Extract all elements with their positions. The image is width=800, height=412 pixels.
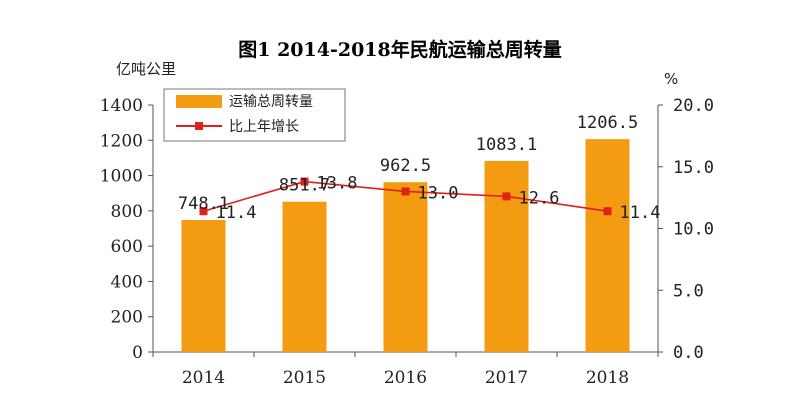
growth-value-label: 11.4: [620, 203, 661, 223]
legend-line-marker: [195, 122, 203, 130]
growth-value-label: 13.8: [317, 174, 358, 194]
right-tick-label: 0.0: [673, 343, 704, 363]
growth-point: [502, 192, 511, 201]
bar-value-label: 962.5: [380, 156, 431, 176]
right-tick-label: 15.0: [673, 158, 714, 178]
bar: [181, 220, 226, 352]
left-axis-ticks: 0 200 400 600 800 1000 1200 1400: [100, 96, 153, 363]
legend-line-label: 比上年增长: [229, 119, 299, 135]
bar: [383, 182, 428, 352]
growth-value-label: 13.0: [418, 183, 459, 203]
left-tick-label: 0: [132, 343, 143, 363]
left-tick-label: 800: [111, 202, 143, 222]
line-value-labels: 11.4 13.8 13.0 12.6 11.4: [216, 174, 661, 224]
left-tick-label: 1200: [100, 131, 143, 151]
chart-title: 图1 2014-2018年民航运输总周转量: [238, 38, 561, 61]
left-tick-label: 600: [111, 237, 143, 257]
bar-value-label: 1206.5: [577, 113, 638, 133]
growth-point: [199, 207, 208, 216]
left-tick-label: 1400: [100, 96, 143, 116]
growth-point: [401, 187, 410, 196]
legend-bar-swatch: [176, 95, 222, 108]
right-axis-unit: %: [664, 70, 678, 88]
bar-value-label: 851.7: [279, 176, 330, 196]
right-tick-label: 5.0: [673, 281, 704, 301]
left-tick-label: 200: [111, 308, 143, 328]
bar-value-labels: 748.1 851.7 962.5 1083.1 1206.5: [178, 113, 638, 214]
bar-value-label: 748.1: [178, 194, 229, 214]
left-tick-label: 1000: [100, 167, 143, 187]
left-tick-label: 400: [111, 272, 143, 292]
x-axis-ticks: 2014 2015 2016 2017 2018: [152, 352, 659, 388]
legend: 运输总周转量 比上年增长: [163, 88, 346, 142]
left-axis-unit: 亿吨公里: [116, 60, 176, 78]
growth-point: [300, 177, 309, 186]
bar: [282, 201, 327, 352]
right-tick-label: 20.0: [673, 96, 714, 116]
right-tick-label: 10.0: [673, 220, 714, 240]
x-tick-label: 2016: [384, 368, 427, 388]
growth-line: [199, 177, 612, 216]
right-axis-ticks: 0.0 5.0 10.0 15.0 20.0: [658, 96, 714, 363]
growth-point: [603, 207, 612, 216]
bar: [585, 139, 630, 352]
legend-bar-label: 运输总周转量: [229, 94, 313, 110]
growth-value-label: 12.6: [519, 188, 560, 208]
bar-value-label: 1083.1: [476, 135, 537, 155]
growth-value-label: 11.4: [216, 203, 257, 223]
x-tick-label: 2017: [485, 368, 528, 388]
x-tick-label: 2014: [182, 368, 225, 388]
x-tick-label: 2018: [586, 368, 629, 388]
x-tick-label: 2015: [283, 368, 326, 388]
